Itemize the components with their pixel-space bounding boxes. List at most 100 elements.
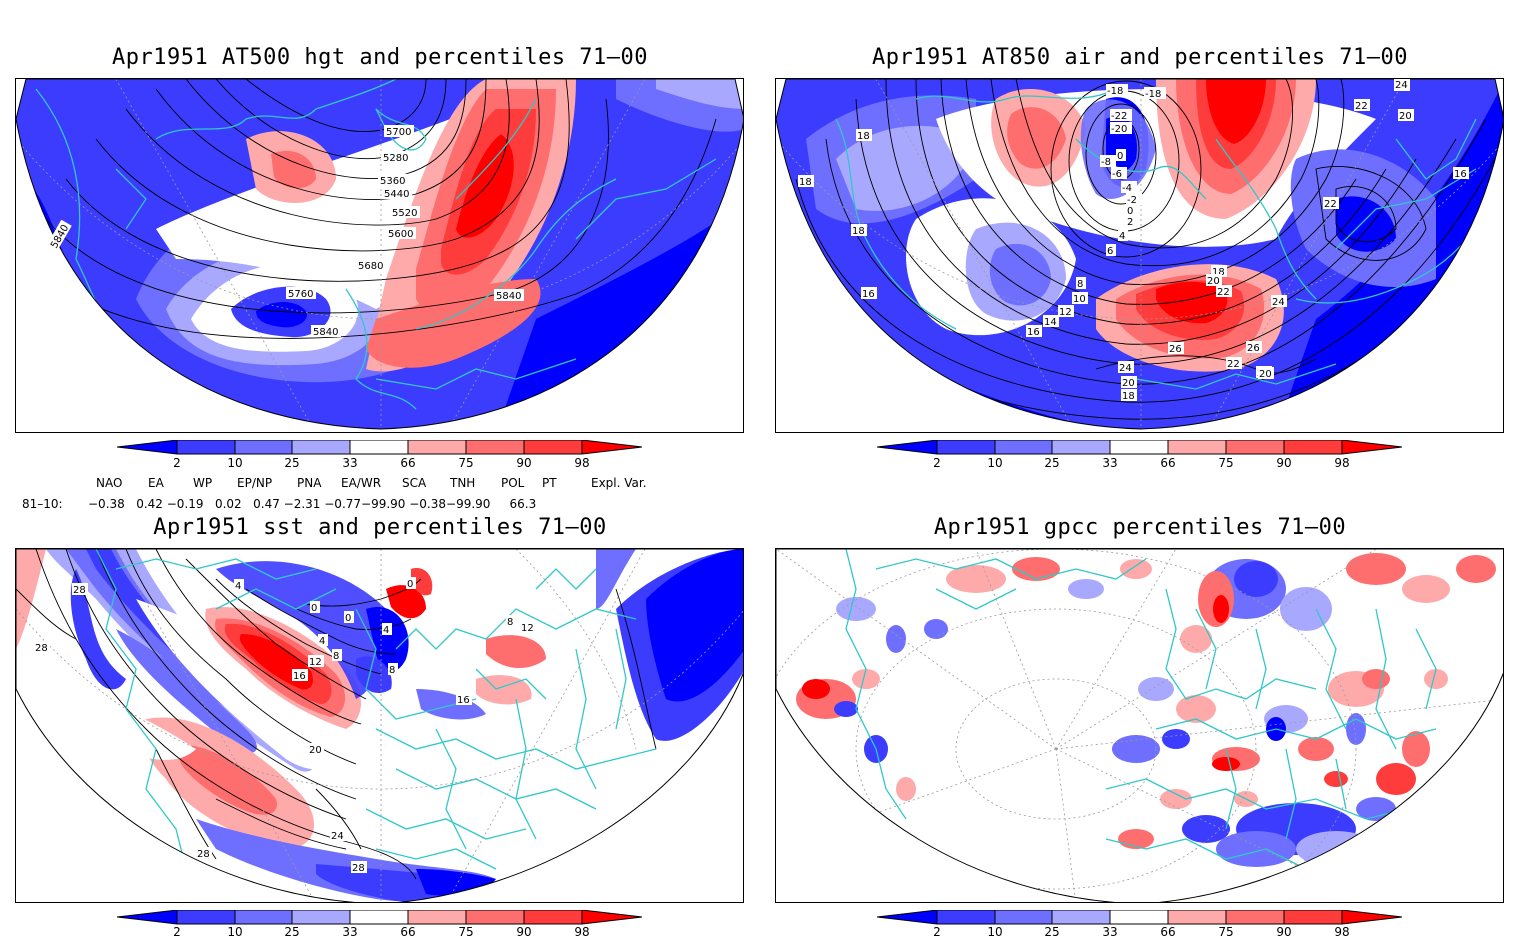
- svg-text:20: 20: [1399, 111, 1412, 122]
- cb2-label-33: 33: [1102, 456, 1118, 470]
- map-panel-hgt500: 5700 5280 5360 5440 5520 5600 5680 5760 …: [15, 78, 744, 433]
- cb1-label-33: 33: [342, 456, 358, 470]
- cb2-label-10: 10: [987, 456, 1003, 470]
- svg-text:-4: -4: [1122, 183, 1132, 194]
- panel-title-gpcc: Apr1951 gpcc percentiles 71–00: [933, 515, 1347, 540]
- cb1-label-98: 98: [574, 456, 590, 470]
- svg-text:26: 26: [1247, 343, 1260, 354]
- svg-text:24: 24: [1272, 297, 1285, 308]
- svg-text:28: 28: [35, 643, 48, 654]
- cb3-label-25: 25: [284, 925, 300, 939]
- cb3-label-2: 2: [173, 925, 181, 939]
- gpcc-precip-patches: [796, 553, 1496, 867]
- cb3-label-33: 33: [342, 925, 358, 939]
- panel-title-sst: Apr1951 sst and percentiles 71–00: [153, 515, 607, 540]
- cb3-label-98: 98: [574, 925, 590, 939]
- svg-text:24: 24: [1119, 363, 1132, 374]
- svg-text:10: 10: [1073, 294, 1086, 305]
- svg-text:18: 18: [799, 177, 812, 188]
- sst-contour-labels: 28 28 4 0 0 4 8 12 16 20 24 28 28 8 12 1…: [34, 577, 536, 874]
- svg-text:26: 26: [1169, 344, 1182, 355]
- svg-text:18: 18: [1212, 267, 1225, 278]
- svg-text:16: 16: [457, 695, 470, 706]
- colorbar-top-right: [877, 440, 1402, 455]
- cb3-label-90: 90: [516, 925, 532, 939]
- svg-text:20: 20: [309, 745, 322, 756]
- cb1-label-2: 2: [173, 456, 181, 470]
- map-panel-sst: 28 28 4 0 0 4 8 12 16 20 24 28 28 8 12 1…: [15, 548, 744, 903]
- cb4-label-10: 10: [987, 925, 1003, 939]
- svg-text:5280: 5280: [383, 153, 408, 164]
- cb4-label-25: 25: [1044, 925, 1060, 939]
- svg-text:16: 16: [293, 671, 306, 682]
- index-header-epnp: EP/NP: [237, 476, 273, 490]
- sst-coastlines-borders: [95, 549, 657, 870]
- cb4-label-2: 2: [933, 925, 941, 939]
- cb3-label-75: 75: [458, 925, 474, 939]
- svg-text:-8: -8: [1101, 157, 1111, 168]
- cb3-label-10: 10: [227, 925, 243, 939]
- svg-text:-22: -22: [1111, 111, 1127, 122]
- index-header-pol: POL: [501, 476, 525, 490]
- svg-text:5840: 5840: [313, 327, 338, 338]
- sst-map: 28 28 4 0 0 4 8 12 16 20 24 28 28 8 12 1…: [16, 549, 743, 902]
- index-header-tnh: TNH: [450, 476, 476, 490]
- index-header-nao: NAO: [96, 476, 123, 490]
- svg-text:8: 8: [507, 617, 513, 628]
- cb2-label-98: 98: [1334, 456, 1350, 470]
- panel-title-hgt500: Apr1951 AT500 hgt and percentiles 71–00: [111, 45, 649, 70]
- svg-text:20: 20: [1122, 378, 1135, 389]
- cb4-label-75: 75: [1218, 925, 1234, 939]
- hgt500-map-outline: [16, 79, 743, 430]
- svg-text:12: 12: [521, 623, 534, 634]
- svg-text:5600: 5600: [388, 229, 413, 240]
- svg-text:12: 12: [309, 657, 322, 668]
- svg-text:0: 0: [407, 579, 413, 590]
- svg-text:24: 24: [331, 831, 344, 842]
- svg-text:12: 12: [1059, 307, 1072, 318]
- svg-text:28: 28: [73, 585, 86, 596]
- svg-text:24: 24: [1395, 80, 1408, 91]
- hgt500-map: 5700 5280 5360 5440 5520 5600 5680 5760 …: [16, 79, 743, 430]
- gpcc-coastlines-borders: [845, 549, 1437, 870]
- cb1-label-75: 75: [458, 456, 474, 470]
- cb4-label-98: 98: [1334, 925, 1350, 939]
- svg-text:8: 8: [333, 651, 339, 662]
- cb2-label-25: 25: [1044, 456, 1060, 470]
- air850-contour-labels: -18 -18 -22 -20 -8 0 -6 -4 -2 0 2 4 6 8 …: [798, 79, 1469, 402]
- svg-text:14: 14: [1044, 317, 1057, 328]
- svg-text:4: 4: [319, 636, 325, 647]
- cb1-label-90: 90: [516, 456, 532, 470]
- map-panel-air850: -18 -18 -22 -20 -8 0 -6 -4 -2 0 2 4 6 8 …: [775, 78, 1504, 433]
- colorbar-bottom-left: [117, 910, 642, 925]
- colorbar-top-left: [117, 440, 642, 455]
- svg-text:0: 0: [1127, 206, 1133, 217]
- svg-text:5700: 5700: [386, 127, 411, 138]
- svg-text:8: 8: [1077, 279, 1083, 290]
- svg-text:-2: -2: [1127, 195, 1137, 206]
- air850-map: -18 -18 -22 -20 -8 0 -6 -4 -2 0 2 4 6 8 …: [776, 79, 1503, 430]
- cb4-label-90: 90: [1276, 925, 1292, 939]
- index-header-eawr: EA/WR: [341, 476, 382, 490]
- map-panel-gpcc: [775, 548, 1504, 903]
- index-header-pna: PNA: [297, 476, 322, 490]
- hgt500-contour-labels: 5700 5280 5360 5440 5520 5600 5680 5760 …: [46, 125, 524, 338]
- svg-text:5360: 5360: [380, 176, 405, 187]
- svg-text:20: 20: [1207, 276, 1220, 287]
- colorbar-bottom-right: [877, 910, 1402, 925]
- svg-text:5840: 5840: [496, 291, 521, 302]
- cb2-label-90: 90: [1276, 456, 1292, 470]
- svg-text:22: 22: [1217, 287, 1230, 298]
- svg-text:5520: 5520: [392, 208, 417, 219]
- index-header-expl-var: Expl. Var.: [591, 476, 647, 490]
- svg-text:5440: 5440: [384, 189, 409, 200]
- cb1-label-66: 66: [400, 456, 416, 470]
- gpcc-map-outline: [776, 549, 1503, 902]
- svg-text:0: 0: [1117, 151, 1123, 162]
- cb4-label-33: 33: [1102, 925, 1118, 939]
- cb2-label-75: 75: [1218, 456, 1234, 470]
- svg-text:20: 20: [1259, 369, 1272, 380]
- svg-text:0: 0: [311, 603, 317, 614]
- air850-map-outline: [776, 79, 1503, 430]
- svg-text:4: 4: [235, 581, 241, 592]
